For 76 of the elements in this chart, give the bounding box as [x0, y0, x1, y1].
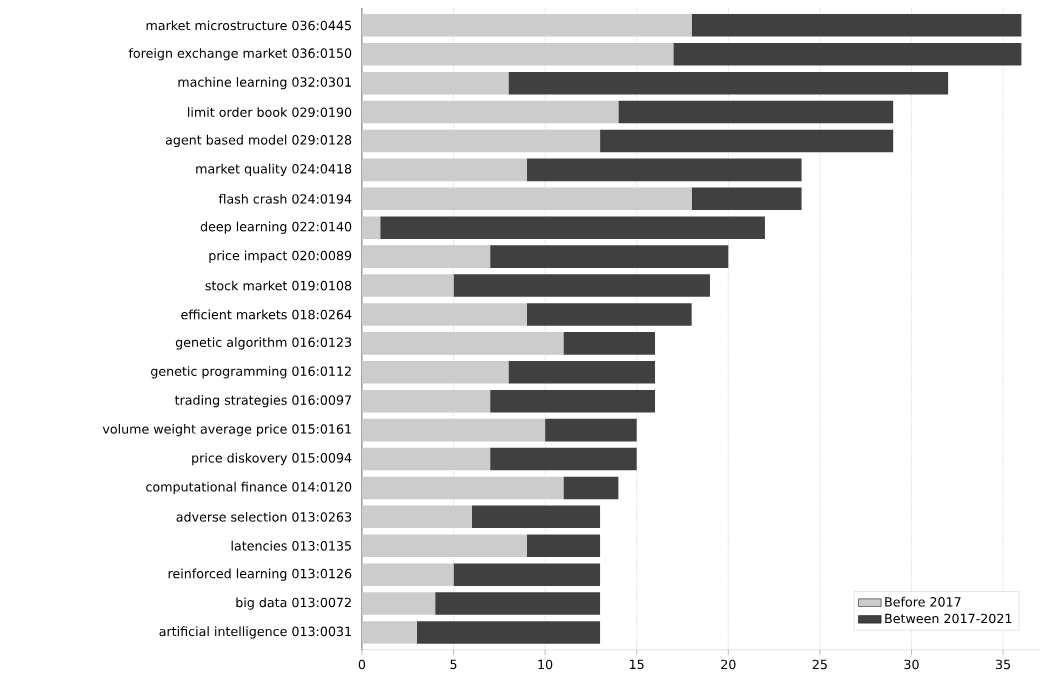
x-tick-label: 5: [450, 659, 457, 670]
bar: [361, 100, 619, 124]
bar: [361, 245, 491, 269]
bar: [453, 274, 710, 297]
y-tick-label: volume weight average price 015:0161: [102, 424, 351, 437]
y-tick-label: flash crash 024:0194: [218, 194, 352, 204]
y-tick-label: limit order book 029:0190: [188, 107, 352, 118]
y-tick-label: reinforced learning 013:0126: [168, 568, 352, 581]
bar: [600, 129, 894, 153]
bar: [618, 100, 894, 124]
bar: [361, 418, 546, 442]
bar: [361, 187, 692, 211]
bar: [361, 390, 491, 413]
bar: [361, 476, 564, 500]
bar: [361, 303, 527, 326]
bar: [490, 390, 656, 413]
bar: [490, 447, 637, 471]
legend-label: Before 2017: [885, 596, 961, 607]
bar: [526, 534, 601, 558]
bar: [691, 14, 1022, 37]
x-tick-label: 20: [721, 659, 736, 670]
bar: [490, 245, 729, 269]
bar: [526, 303, 692, 326]
bar: [471, 505, 601, 529]
bar: [508, 361, 656, 384]
bar: [545, 418, 637, 442]
x-tick-label: 30: [904, 659, 919, 670]
y-tick-label: trading strategies 016:0097: [174, 395, 351, 408]
bar: [361, 332, 564, 355]
bar: [673, 43, 1022, 66]
x-tick-label: 0: [358, 659, 366, 670]
bar: [361, 563, 454, 587]
y-tick-label: big data 013:0072: [236, 597, 351, 610]
y-tick-label: genetic algorithm 016:0123: [175, 337, 352, 350]
x-tick-label: 10: [538, 659, 553, 670]
bar: [361, 216, 381, 240]
y-tick-label: price impact 020:0089: [209, 250, 352, 263]
bar: [361, 274, 454, 297]
bar: [361, 534, 527, 558]
bar: [361, 592, 436, 615]
y-tick-label: stock market 019:0108: [205, 280, 352, 291]
y-tick-label: deep learning 022:0140: [200, 221, 352, 234]
bar: [563, 476, 619, 500]
bar: [361, 71, 509, 95]
bar: [508, 71, 949, 95]
y-tick-label: efficient markets 018:0264: [181, 309, 352, 320]
bar: [563, 332, 656, 355]
y-tick-label: latencies 013:0135: [231, 540, 351, 551]
bar: [361, 129, 601, 153]
y-tick-label: market microstructure 036:0445: [146, 20, 351, 31]
bar: [453, 563, 601, 587]
y-tick-label: agent based model 029:0128: [165, 134, 352, 148]
y-tick-label: price diskovery 015:0094: [192, 452, 352, 466]
bar: [361, 621, 417, 644]
bar: [380, 216, 765, 240]
bar: [361, 361, 509, 384]
x-tick-label: 35: [995, 659, 1011, 670]
x-tick-label: 15: [630, 659, 644, 670]
bar: [526, 158, 802, 182]
bar: [361, 505, 472, 529]
bar: [361, 158, 527, 182]
y-tick-label: machine learning 032:0301: [178, 77, 351, 90]
y-tick-label: adverse selection 013:0263: [176, 512, 352, 522]
y-tick-label: market quality 024:0418: [196, 163, 352, 177]
bar: [416, 621, 601, 644]
y-tick-label: artificial intelligence 013:0031: [159, 626, 351, 639]
bar: [361, 447, 491, 471]
legend-label: Between 2017-2021: [885, 613, 1012, 624]
bar: [691, 187, 802, 211]
bar: [435, 592, 601, 615]
y-tick-label: genetic programming 016:0112: [151, 366, 351, 379]
x-tick-label: 25: [812, 659, 827, 670]
bar: [361, 43, 674, 66]
y-tick-label: foreign exchange market 036:0150: [128, 48, 352, 61]
y-tick-label: computational finance 014:0120: [146, 481, 352, 495]
bar: [361, 14, 692, 37]
